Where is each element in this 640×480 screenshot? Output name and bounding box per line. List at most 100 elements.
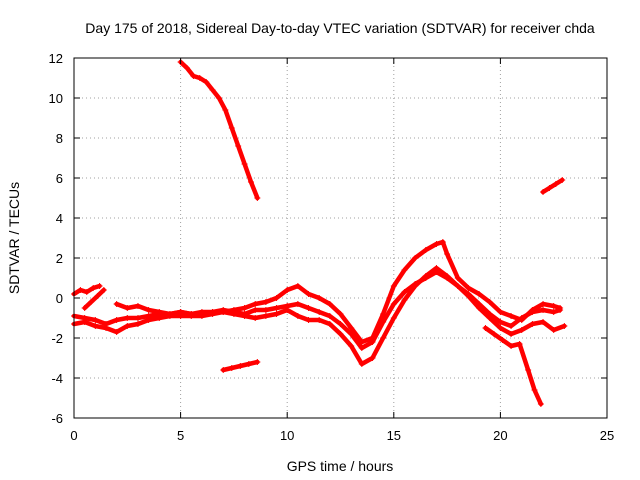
- data-point: [422, 247, 429, 253]
- data-point: [230, 307, 237, 313]
- data-point: [166, 311, 173, 317]
- data-point: [96, 283, 103, 289]
- data-series: [71, 59, 568, 407]
- data-point: [516, 341, 523, 347]
- data-point: [241, 161, 248, 167]
- data-point: [552, 181, 559, 187]
- plot-frame: [73, 57, 608, 419]
- data-point: [156, 309, 163, 315]
- data-point: [294, 313, 301, 319]
- data-point: [113, 329, 120, 335]
- data-point: [465, 293, 472, 299]
- data-point: [220, 309, 227, 315]
- series-track-9: [540, 177, 566, 195]
- data-point: [209, 309, 216, 315]
- series-track-8: [482, 325, 544, 407]
- data-point: [81, 305, 88, 311]
- data-point: [369, 335, 376, 341]
- y-tick-label: -6: [51, 411, 63, 426]
- y-tick-label: 2: [56, 251, 63, 266]
- data-point: [390, 315, 397, 321]
- data-point: [401, 267, 408, 273]
- data-point: [177, 309, 184, 315]
- data-point: [518, 327, 525, 333]
- data-point: [228, 365, 235, 371]
- data-point: [486, 299, 493, 305]
- x-tick-label: 5: [177, 428, 184, 443]
- data-point: [550, 303, 557, 309]
- data-point: [305, 305, 312, 311]
- series-track-7: [220, 359, 261, 373]
- data-point: [92, 317, 99, 323]
- data-point: [326, 313, 333, 319]
- data-point: [482, 325, 489, 331]
- data-point: [476, 305, 483, 311]
- data-point: [83, 289, 90, 295]
- data-point: [228, 125, 235, 131]
- data-point: [316, 295, 323, 301]
- x-tick-label: 0: [70, 428, 77, 443]
- series-line: [114, 239, 563, 345]
- data-point: [124, 305, 131, 311]
- data-point: [433, 265, 440, 271]
- data-point: [518, 317, 525, 323]
- data-point: [465, 285, 472, 291]
- data-point: [369, 355, 376, 361]
- data-point: [337, 321, 344, 327]
- data-point: [454, 275, 461, 281]
- data-point: [337, 311, 344, 317]
- data-point: [124, 315, 131, 321]
- data-point: [284, 287, 291, 293]
- data-point: [550, 309, 557, 315]
- data-point: [508, 343, 515, 349]
- data-point: [183, 65, 190, 71]
- data-point: [540, 319, 547, 325]
- series-line: [540, 177, 565, 195]
- data-point: [273, 311, 280, 317]
- data-point: [134, 303, 141, 309]
- series-track-6: [177, 59, 261, 201]
- y-tick-label: 4: [56, 211, 63, 226]
- data-point: [491, 331, 498, 337]
- data-point: [262, 299, 269, 305]
- data-point: [220, 367, 227, 373]
- series-line: [82, 287, 107, 311]
- x-tick-label: 20: [493, 428, 507, 443]
- data-point: [94, 293, 101, 299]
- data-point: [401, 289, 408, 295]
- data-point: [273, 295, 280, 301]
- data-point: [348, 343, 355, 349]
- data-point: [497, 319, 504, 325]
- data-point: [380, 311, 387, 317]
- y-axis-label: SDTVAR / TECUs: [6, 182, 22, 294]
- data-point: [134, 315, 141, 321]
- data-point: [254, 195, 261, 201]
- data-point: [422, 273, 429, 279]
- data-point: [156, 315, 163, 321]
- data-point: [412, 255, 419, 261]
- data-point: [444, 251, 451, 257]
- series-track-2: [71, 265, 568, 367]
- data-point: [337, 331, 344, 337]
- data-point: [134, 321, 141, 327]
- data-point: [531, 387, 538, 393]
- data-point: [390, 301, 397, 307]
- data-point: [540, 307, 547, 313]
- data-point: [294, 301, 301, 307]
- data-point: [444, 273, 451, 279]
- data-point: [529, 307, 536, 313]
- y-tick-label: 12: [49, 51, 63, 66]
- data-point: [326, 301, 333, 307]
- data-point: [316, 317, 323, 323]
- data-point: [508, 331, 515, 337]
- data-point: [439, 239, 446, 245]
- data-point: [540, 189, 547, 195]
- data-point: [90, 285, 97, 291]
- data-point: [124, 323, 131, 329]
- data-point: [497, 309, 504, 315]
- axis-ticks: [73, 57, 608, 419]
- data-point: [145, 317, 152, 323]
- data-point: [203, 79, 210, 85]
- y-tick-label: 6: [56, 171, 63, 186]
- series-track-3: [113, 239, 564, 345]
